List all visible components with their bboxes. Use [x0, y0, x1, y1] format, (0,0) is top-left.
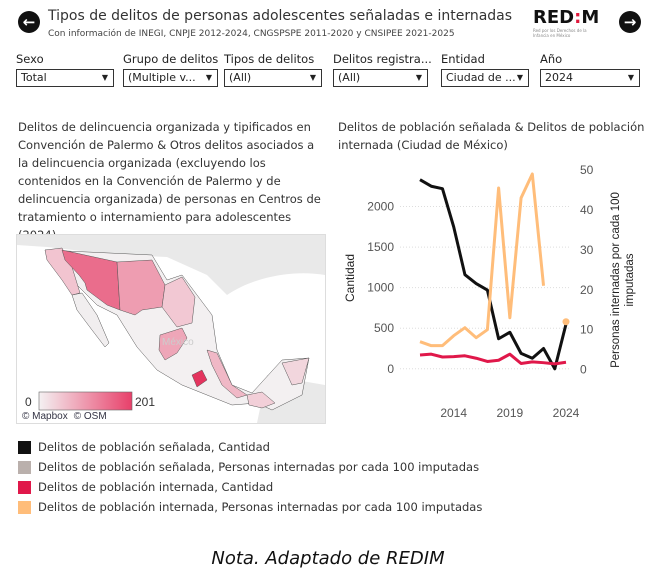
legend-label: Delitos de población internada, Cantidad [38, 480, 274, 494]
filter-dropdown[interactable]: (All) ▼ [224, 69, 322, 87]
map-title: Delitos de delincuencia organizada y tip… [18, 120, 321, 242]
chart-legend: Delitos de población señalada, Cantidad D… [18, 437, 482, 517]
filter-label: Entidad [441, 52, 485, 66]
filter-dropdown[interactable]: Ciudad de ... ▼ [441, 69, 529, 87]
chevron-down-icon: ▼ [101, 73, 108, 82]
state-yucatan [281, 357, 310, 386]
legend-item[interactable]: Delitos de población señalada, Cantidad [18, 437, 482, 457]
y-tick-label: 1000 [367, 281, 394, 295]
chevron-down-icon: ▼ [627, 73, 634, 82]
filter-4: Entidad Ciudad de ... ▼ [441, 52, 529, 87]
legend-swatch [18, 500, 31, 514]
page-title: Tipos de delitos de personas adolescente… [48, 8, 513, 24]
state-zacatecas [158, 327, 188, 361]
y2-tick-label: 50 [580, 163, 594, 177]
legend-label: Delitos de población señalada, Personas … [38, 460, 480, 474]
state-coahuila [161, 276, 196, 328]
filter-label: Sexo [16, 52, 44, 66]
legend-item[interactable]: Delitos de población internada, Cantidad [18, 477, 482, 497]
y2-tick-label: 20 [580, 283, 594, 297]
y2-tick-label: 40 [580, 203, 594, 217]
y2-tick-label: 10 [580, 323, 594, 337]
next-button[interactable]: → [619, 11, 641, 33]
filter-3: Delitos registra... (All) ▼ [333, 52, 432, 87]
legend-swatch [18, 460, 31, 474]
filter-value: (All) [229, 71, 252, 84]
map-attribution: © Mapbox © OSM [20, 411, 115, 422]
filter-dropdown[interactable]: 2024 ▼ [540, 69, 640, 87]
series-line-2 [419, 352, 567, 366]
chevron-down-icon: ▼ [415, 73, 422, 82]
y2-tick-label: 0 [580, 363, 587, 377]
state-cdmx [191, 369, 208, 388]
filter-5: Año 2024 ▼ [540, 52, 640, 87]
filter-value: (All) [338, 71, 361, 84]
series-line-3 [419, 172, 546, 348]
dual-axis-line-chart: 0 500 1000 1500 2000 0 10 20 30 40 50 2014 2019 2024 C… [343, 163, 636, 420]
x-tick-label: 2024 [553, 406, 580, 420]
filter-label: Tipos de delitos [224, 52, 315, 66]
back-button[interactable]: ← [18, 11, 40, 33]
series-line-0 [419, 178, 568, 371]
filter-value: Ciudad de ... [446, 71, 516, 84]
chart-title: Delitos de población señalada & Delitos … [338, 120, 645, 152]
legend-gradient-bar [38, 391, 133, 411]
legend-swatch [18, 480, 31, 494]
redim-logo: RED:M Red por los Derechos de la Infanci… [533, 7, 600, 38]
mexico-choropleth-map[interactable]: México 0 201 © Mapbox © OSM [16, 234, 326, 424]
y-tick-label: 1500 [367, 240, 394, 254]
legend-swatch [18, 440, 31, 454]
attribution-osm[interactable]: © OSM [73, 411, 107, 422]
state-chihuahua [116, 259, 166, 316]
arrow-left-icon: ← [22, 13, 36, 31]
series-point-3 [562, 318, 570, 326]
y-tick-label: 2000 [367, 200, 394, 214]
state-bcs [71, 292, 110, 348]
x-tick-label: 2014 [440, 406, 467, 420]
map-watermark: México [162, 337, 194, 348]
filter-label: Grupo de delitos [123, 52, 219, 66]
chevron-down-icon: ▼ [205, 73, 212, 82]
legend-label: Delitos de población señalada, Cantidad [38, 440, 270, 454]
filter-value: Total [21, 71, 47, 84]
y2-tick-label: 30 [580, 243, 594, 257]
filter-dropdown[interactable]: (All) ▼ [333, 69, 428, 87]
filter-2: Tipos de delitos (All) ▼ [224, 52, 322, 87]
attribution-mapbox[interactable]: © Mapbox [22, 411, 68, 422]
arrow-right-icon: → [623, 13, 637, 31]
filter-value: (Multiple v... [128, 71, 196, 84]
filter-1: Grupo de delitos (Multiple v... ▼ [123, 52, 218, 87]
legend-label: Delitos de población internada, Personas… [38, 500, 483, 514]
state-veracruz [206, 349, 248, 399]
filter-dropdown[interactable]: Total ▼ [16, 69, 114, 87]
y-tick-label: 500 [374, 321, 394, 335]
y-axis-title: Cantidad [343, 254, 357, 302]
usa-land [17, 235, 325, 295]
page-subtitle: Con información de INEGI, CNPJE 2012-202… [48, 29, 455, 39]
y2-axis-title: Personas internadas por cada 100 imputada… [610, 192, 636, 368]
y-tick-label: 0 [387, 362, 394, 376]
source-note: Nota. Adaptado de REDIM [211, 548, 445, 569]
filter-0: Sexo Total ▼ [16, 52, 114, 87]
filter-label: Delitos registra... [333, 52, 432, 66]
chevron-down-icon: ▼ [309, 73, 316, 82]
chevron-down-icon: ▼ [516, 73, 523, 82]
state-chiapas [246, 391, 276, 409]
legend-max: 201 [135, 395, 155, 409]
legend-item[interactable]: Delitos de población internada, Personas… [18, 497, 482, 517]
filter-dropdown[interactable]: (Multiple v... ▼ [123, 69, 218, 87]
legend-min: 0 [25, 395, 32, 409]
x-tick-label: 2019 [496, 406, 523, 420]
legend-item[interactable]: Delitos de población señalada, Personas … [18, 457, 482, 477]
filter-label: Año [540, 52, 563, 66]
filter-value: 2024 [545, 71, 573, 84]
